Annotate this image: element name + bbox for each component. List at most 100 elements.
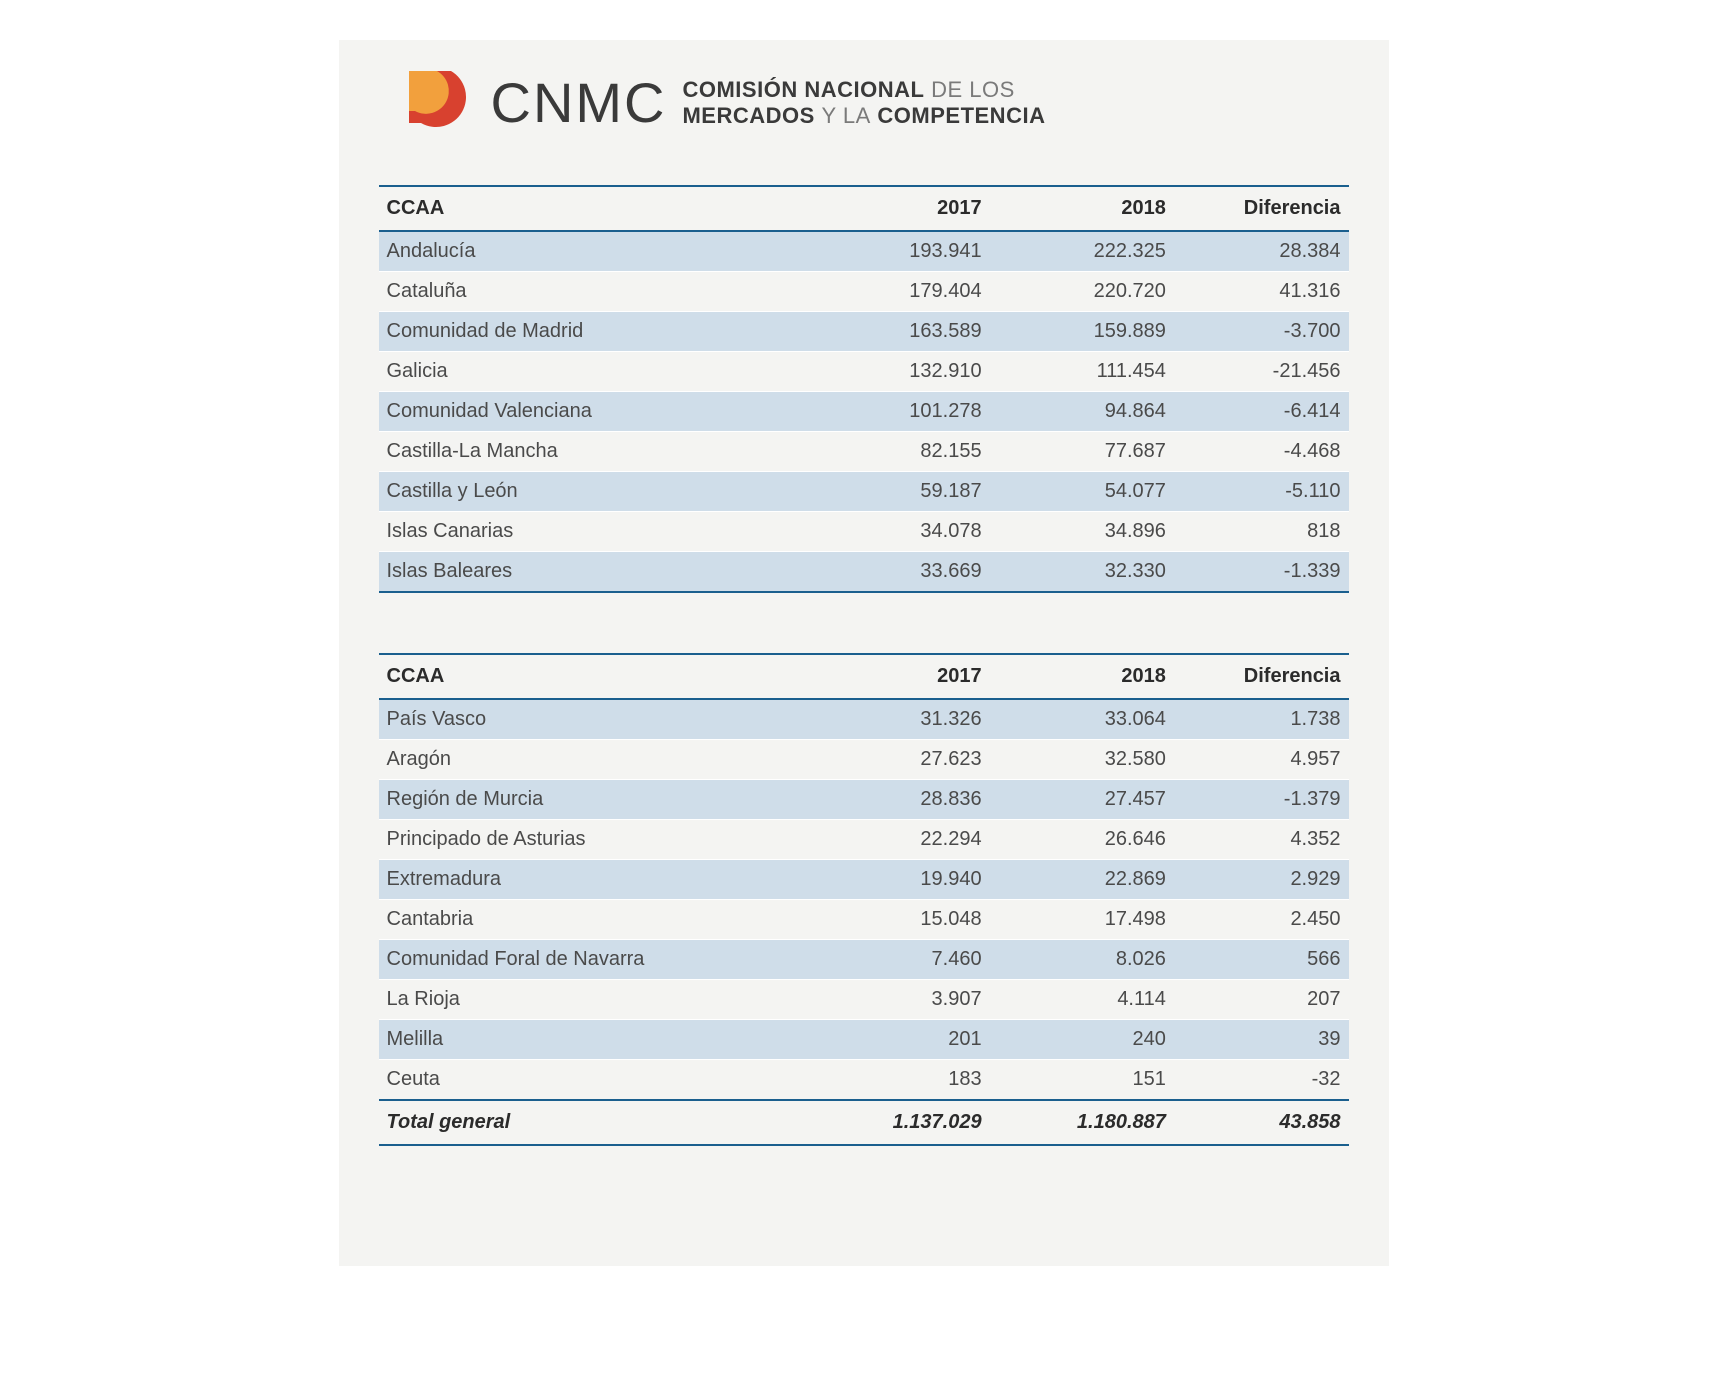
table-row: Castilla-La Mancha82.15577.687-4.468 (379, 432, 1349, 472)
table-row: Galicia132.910111.454-21.456 (379, 352, 1349, 392)
cell-name: Castilla-La Mancha (379, 432, 806, 472)
table-row: Cantabria15.04817.4982.450 (379, 900, 1349, 940)
cell-2017: 31.326 (805, 699, 989, 740)
cell-name: La Rioja (379, 980, 806, 1020)
cell-diferencia: -3.700 (1174, 312, 1349, 352)
brand-text: CNMC COMISIÓN NACIONAL DE LOS MERCADOS Y… (491, 70, 1046, 135)
table-row: Comunidad Foral de Navarra7.4608.026566 (379, 940, 1349, 980)
table-row: Melilla20124039 (379, 1020, 1349, 1060)
cell-diferencia: 2.929 (1174, 860, 1349, 900)
col-header-ccaa: CCAA (379, 654, 806, 699)
cell-diferencia: 2.450 (1174, 900, 1349, 940)
cell-name: Principado de Asturias (379, 820, 806, 860)
cell-diferencia: 1.738 (1174, 699, 1349, 740)
cell-2018: 33.064 (990, 699, 1174, 740)
cell-2018: 4.114 (990, 980, 1174, 1020)
cell-2017: 33.669 (805, 552, 989, 593)
cell-name: Comunidad Valenciana (379, 392, 806, 432)
cell-diferencia: -6.414 (1174, 392, 1349, 432)
cell-diferencia: -32 (1174, 1060, 1349, 1101)
cell-2018: 220.720 (990, 272, 1174, 312)
cell-2018: 77.687 (990, 432, 1174, 472)
cell-2018: 151 (990, 1060, 1174, 1101)
brand-subtitle: COMISIÓN NACIONAL DE LOS MERCADOS Y LA C… (682, 77, 1045, 128)
cell-name: Islas Canarias (379, 512, 806, 552)
brand-header: CNMC COMISIÓN NACIONAL DE LOS MERCADOS Y… (409, 70, 1349, 135)
table-row: País Vasco31.32633.0641.738 (379, 699, 1349, 740)
col-header-2017: 2017 (805, 654, 989, 699)
cell-2017: 27.623 (805, 740, 989, 780)
total-2018: 1.180.887 (990, 1100, 1174, 1145)
cell-name: Comunidad Foral de Navarra (379, 940, 806, 980)
table-row: Islas Baleares33.66932.330-1.339 (379, 552, 1349, 593)
total-2017: 1.137.029 (805, 1100, 989, 1145)
cell-name: Aragón (379, 740, 806, 780)
cell-2017: 101.278 (805, 392, 989, 432)
table-row: Castilla y León59.18754.077-5.110 (379, 472, 1349, 512)
cell-name: Cataluña (379, 272, 806, 312)
cell-name: Andalucía (379, 231, 806, 272)
cell-diferencia: -4.468 (1174, 432, 1349, 472)
cell-2017: 28.836 (805, 780, 989, 820)
table-row: Andalucía193.941222.32528.384 (379, 231, 1349, 272)
cell-name: Cantabria (379, 900, 806, 940)
table-row: Ceuta183151-32 (379, 1060, 1349, 1101)
cell-2018: 32.580 (990, 740, 1174, 780)
cell-2017: 34.078 (805, 512, 989, 552)
cell-2017: 19.940 (805, 860, 989, 900)
table-row: Cataluña179.404220.72041.316 (379, 272, 1349, 312)
table-row: Región de Murcia28.83627.457-1.379 (379, 780, 1349, 820)
col-header-2017: 2017 (805, 186, 989, 231)
cell-2018: 159.889 (990, 312, 1174, 352)
cell-name: Melilla (379, 1020, 806, 1060)
cell-2018: 111.454 (990, 352, 1174, 392)
cell-diferencia: -21.456 (1174, 352, 1349, 392)
cell-2017: 163.589 (805, 312, 989, 352)
cell-2017: 179.404 (805, 272, 989, 312)
cell-diferencia: 28.384 (1174, 231, 1349, 272)
table-row: Extremadura19.94022.8692.929 (379, 860, 1349, 900)
col-header-2018: 2018 (990, 654, 1174, 699)
document-page: CNMC COMISIÓN NACIONAL DE LOS MERCADOS Y… (339, 40, 1389, 1266)
cell-2017: 82.155 (805, 432, 989, 472)
table-row: Comunidad Valenciana101.27894.864-6.414 (379, 392, 1349, 432)
cnmc-logo-icon (409, 71, 473, 135)
col-header-diferencia: Diferencia (1174, 654, 1349, 699)
cell-2017: 193.941 (805, 231, 989, 272)
cell-diferencia: 4.352 (1174, 820, 1349, 860)
brand-line1: COMISIÓN NACIONAL DE LOS (682, 77, 1045, 102)
cell-2018: 8.026 (990, 940, 1174, 980)
total-label: Total general (379, 1100, 806, 1145)
cell-name: Comunidad de Madrid (379, 312, 806, 352)
cell-diferencia: 4.957 (1174, 740, 1349, 780)
cell-2018: 54.077 (990, 472, 1174, 512)
brand-line2: MERCADOS Y LA COMPETENCIA (682, 103, 1045, 128)
cell-diferencia: 207 (1174, 980, 1349, 1020)
cell-2018: 32.330 (990, 552, 1174, 593)
table-row: Islas Canarias34.07834.896818 (379, 512, 1349, 552)
cell-name: Castilla y León (379, 472, 806, 512)
col-header-diferencia: Diferencia (1174, 186, 1349, 231)
cell-2017: 132.910 (805, 352, 989, 392)
cell-name: Islas Baleares (379, 552, 806, 593)
cell-2018: 26.646 (990, 820, 1174, 860)
cell-2018: 222.325 (990, 231, 1174, 272)
cell-2018: 34.896 (990, 512, 1174, 552)
table-row: La Rioja3.9074.114207 (379, 980, 1349, 1020)
table-header-row: CCAA 2017 2018 Diferencia (379, 654, 1349, 699)
col-header-ccaa: CCAA (379, 186, 806, 231)
cell-diferencia: 818 (1174, 512, 1349, 552)
cell-diferencia: -1.339 (1174, 552, 1349, 593)
cell-name: País Vasco (379, 699, 806, 740)
brand-acronym: CNMC (491, 70, 667, 135)
cell-diferencia: -1.379 (1174, 780, 1349, 820)
table-row: Principado de Asturias22.29426.6464.352 (379, 820, 1349, 860)
cell-2017: 183 (805, 1060, 989, 1101)
table-header-row: CCAA 2017 2018 Diferencia (379, 186, 1349, 231)
table-ccaa-part1: CCAA 2017 2018 Diferencia Andalucía193.9… (379, 185, 1349, 593)
table-row: Comunidad de Madrid163.589159.889-3.700 (379, 312, 1349, 352)
table-total-row: Total general 1.137.029 1.180.887 43.858 (379, 1100, 1349, 1145)
cell-2017: 7.460 (805, 940, 989, 980)
table-ccaa-part2: CCAA 2017 2018 Diferencia País Vasco31.3… (379, 653, 1349, 1146)
cell-name: Ceuta (379, 1060, 806, 1101)
